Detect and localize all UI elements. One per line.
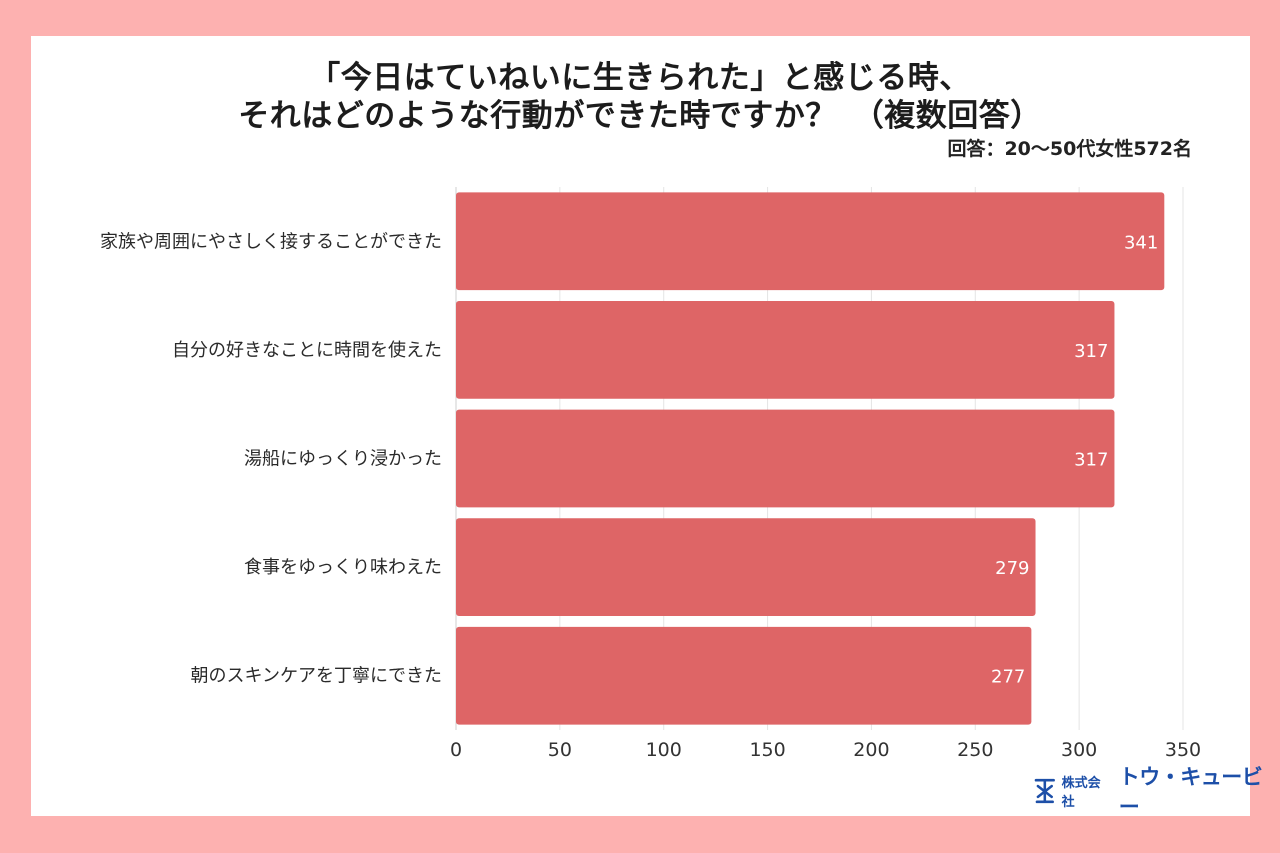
- bar: [456, 301, 1115, 399]
- bar: [456, 409, 1115, 508]
- category-label: 食事をゆっくり味わえた: [244, 557, 442, 578]
- category-label: 自分の好きなことに時間を使えた: [172, 340, 442, 361]
- x-tick-label: 100: [646, 739, 682, 761]
- category-label: 湯船にゆっくり浸かった: [244, 449, 442, 470]
- value-label: 317: [1074, 341, 1108, 362]
- x-tick-label: 150: [749, 739, 785, 761]
- value-label: 341: [1124, 232, 1158, 253]
- logo-company-name: トウ・キュービー: [1118, 765, 1263, 819]
- x-tick-label: 200: [853, 739, 889, 761]
- value-label: 279: [995, 558, 1029, 579]
- respondents-note: 回答：20〜50代女性572名: [947, 138, 1192, 160]
- bar: [456, 626, 1032, 725]
- x-tick-label: 250: [957, 739, 993, 761]
- value-label: 277: [991, 667, 1025, 688]
- logo-mark-icon: [1034, 778, 1055, 804]
- bar: [456, 192, 1165, 291]
- category-label: 家族や周囲にやさしく接することができた: [100, 231, 442, 252]
- x-tick-label: 300: [1061, 739, 1097, 761]
- logo-company-prefix: 株式会社: [1061, 776, 1101, 810]
- bar: [456, 518, 1036, 616]
- chart-title-line1: 「今日はていねいに生きられた」と感じる時、: [309, 60, 971, 96]
- x-tick-label: 350: [1165, 739, 1201, 761]
- x-tick-label: 0: [450, 739, 462, 761]
- value-label: 317: [1074, 450, 1108, 471]
- category-label: 朝のスキンケアを丁寧にできた: [191, 666, 442, 687]
- chart-title-line2: それはどのような行動ができた時ですか？ （複数回答）: [238, 98, 1042, 134]
- x-tick-label: 50: [548, 739, 572, 761]
- company-logo: 株式会社 トウ・キュービー: [1034, 765, 1280, 819]
